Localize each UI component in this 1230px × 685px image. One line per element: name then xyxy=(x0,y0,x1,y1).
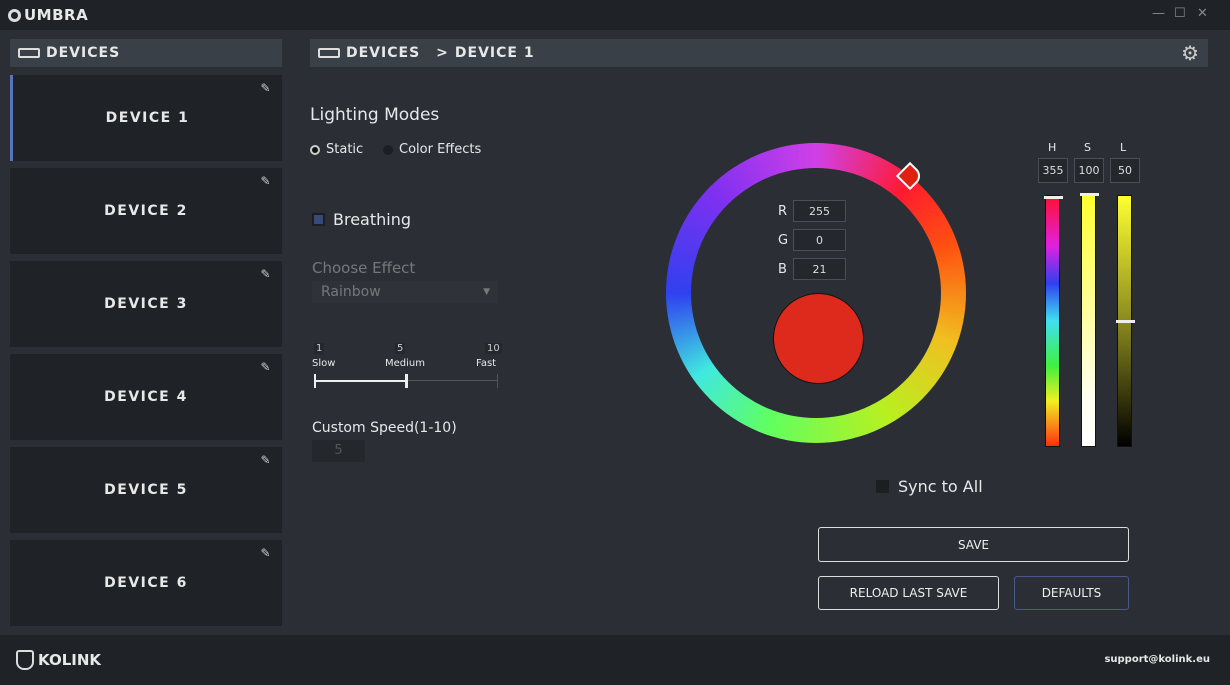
r-input[interactable]: 255 xyxy=(793,200,846,222)
checkbox-icon xyxy=(876,480,889,493)
edit-pencil-icon[interactable]: ✎ xyxy=(260,546,272,560)
chevron-down-icon: ▼ xyxy=(483,287,490,297)
h-input[interactable]: 355 xyxy=(1038,158,1068,183)
device-plug-icon xyxy=(18,48,40,58)
speed-min-value: 1 xyxy=(314,343,325,354)
mode-label: Static xyxy=(326,142,364,157)
color-preview-swatch xyxy=(773,293,864,384)
footer: KOLINK support@kolink.eu xyxy=(0,635,1230,685)
hue-slider-handle[interactable] xyxy=(1044,196,1063,199)
mode-color-effects[interactable]: Color Effects xyxy=(383,142,481,157)
b-label: B xyxy=(778,262,787,277)
save-button[interactable]: SAVE xyxy=(818,527,1129,562)
sync-to-all-checkbox[interactable]: Sync to All xyxy=(876,477,983,496)
lightness-slider-handle[interactable] xyxy=(1116,320,1135,323)
saturation-slider[interactable] xyxy=(1080,193,1099,447)
device-label: DEVICE 4 xyxy=(104,389,188,405)
mode-label: Color Effects xyxy=(399,142,482,157)
speed-fast-label: Fast xyxy=(476,358,497,369)
speed-slow-label: Slow xyxy=(312,358,336,369)
umbra-logo-icon xyxy=(8,8,21,22)
r-label: R xyxy=(778,204,788,219)
effect-dropdown[interactable]: Rainbow ▼ xyxy=(312,281,498,303)
speed-slider-handle[interactable] xyxy=(405,374,408,388)
sidebar-item-device-2[interactable]: ✎ DEVICE 2 xyxy=(10,168,282,254)
effect-value: Rainbow xyxy=(321,284,381,300)
kolink-shield-icon xyxy=(16,650,34,670)
maximize-button[interactable]: ☐ xyxy=(1174,6,1186,21)
l-input[interactable]: 50 xyxy=(1110,158,1140,183)
lighting-modes-title: Lighting Modes xyxy=(310,105,440,125)
g-input[interactable]: 0 xyxy=(793,229,846,251)
kolink-logo: KOLINK xyxy=(16,650,101,670)
s-label: S xyxy=(1084,141,1091,154)
breadcrumb-current: DEVICE 1 xyxy=(454,45,535,61)
title-bar: UMBRA — ☐ ✕ xyxy=(0,0,1230,30)
choose-effect-label: Choose Effect xyxy=(312,259,416,277)
device-plug-icon xyxy=(318,48,340,58)
breathing-checkbox[interactable]: Breathing xyxy=(312,210,411,229)
minimize-button[interactable]: — xyxy=(1152,6,1165,21)
sidebar-item-device-1[interactable]: ✎ DEVICE 1 xyxy=(10,75,282,161)
mode-static[interactable]: Static xyxy=(310,142,363,157)
settings-gear-icon[interactable]: ⚙ xyxy=(1181,41,1200,65)
s-input[interactable]: 100 xyxy=(1074,158,1104,183)
radio-icon xyxy=(383,144,393,155)
close-button[interactable]: ✕ xyxy=(1197,6,1208,21)
speed-max-value: 10 xyxy=(485,343,502,354)
breadcrumb-separator: > xyxy=(436,45,449,61)
defaults-button[interactable]: DEFAULTS xyxy=(1014,576,1129,610)
l-label: L xyxy=(1120,141,1127,154)
sidebar-item-device-4[interactable]: ✎ DEVICE 4 xyxy=(10,354,282,440)
checkbox-icon xyxy=(312,213,325,226)
custom-speed-input[interactable]: 5 xyxy=(312,440,365,462)
h-label: H xyxy=(1048,141,1057,154)
sync-label: Sync to All xyxy=(898,477,983,496)
sidebar-title: DEVICES xyxy=(46,45,121,61)
speed-slider[interactable] xyxy=(314,374,498,388)
hue-slider[interactable] xyxy=(1044,195,1063,447)
sidebar-item-device-5[interactable]: ✎ DEVICE 5 xyxy=(10,447,282,533)
device-label: DEVICE 5 xyxy=(104,482,188,498)
support-email-link[interactable]: support@kolink.eu xyxy=(1104,654,1210,665)
device-label: DEVICE 2 xyxy=(104,203,188,219)
speed-mid-value: 5 xyxy=(395,343,406,354)
breadcrumb: DEVICES > DEVICE 1 ⚙ xyxy=(310,39,1208,67)
edit-pencil-icon[interactable]: ✎ xyxy=(260,453,272,467)
device-label: DEVICE 3 xyxy=(104,296,188,312)
saturation-slider-handle[interactable] xyxy=(1080,193,1099,196)
app-title: UMBRA xyxy=(24,6,89,24)
sidebar-item-device-6[interactable]: ✎ DEVICE 6 xyxy=(10,540,282,626)
edit-pencil-icon[interactable]: ✎ xyxy=(260,81,272,95)
edit-pencil-icon[interactable]: ✎ xyxy=(260,174,272,188)
edit-pencil-icon[interactable]: ✎ xyxy=(260,360,272,374)
reload-last-save-button[interactable]: RELOAD LAST SAVE xyxy=(818,576,999,610)
sidebar-item-device-3[interactable]: ✎ DEVICE 3 xyxy=(10,261,282,347)
device-label: DEVICE 1 xyxy=(105,110,190,126)
lightness-slider[interactable] xyxy=(1116,195,1135,447)
speed-medium-label: Medium xyxy=(385,358,425,369)
custom-speed-label: Custom Speed(1-10) xyxy=(312,420,457,436)
brand-name: KOLINK xyxy=(38,651,102,669)
b-input[interactable]: 21 xyxy=(793,258,846,280)
radio-selected-icon xyxy=(310,144,320,155)
app-logo: UMBRA xyxy=(8,6,88,24)
breadcrumb-root[interactable]: DEVICES xyxy=(346,45,421,61)
edit-pencil-icon[interactable]: ✎ xyxy=(260,267,272,281)
breathing-label: Breathing xyxy=(333,210,412,229)
g-label: G xyxy=(778,233,789,248)
device-label: DEVICE 6 xyxy=(104,575,188,591)
sidebar-header: DEVICES xyxy=(10,39,282,67)
